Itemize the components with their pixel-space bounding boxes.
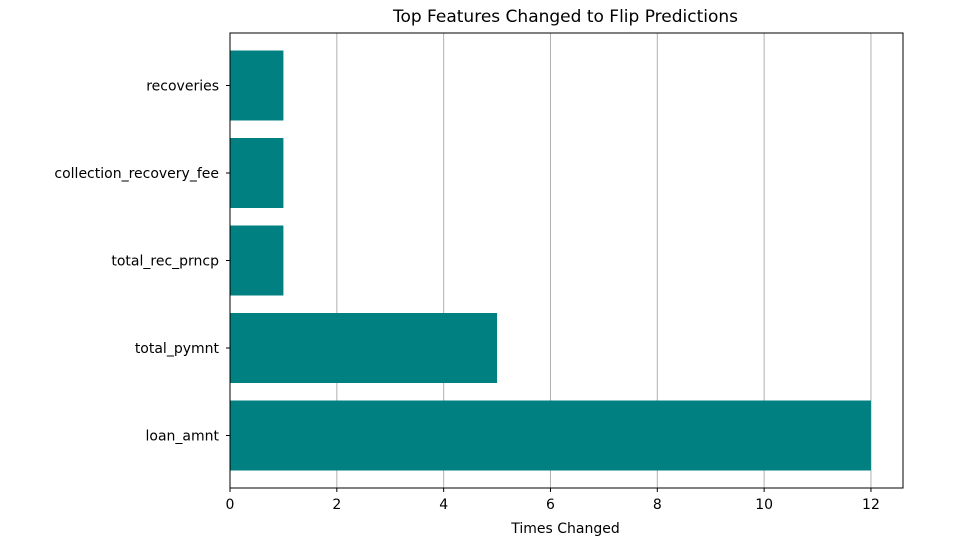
x-tick-label: 6	[546, 497, 555, 513]
chart-title: Top Features Changed to Flip Predictions	[392, 7, 738, 27]
bar-collection_recovery_fee	[230, 138, 284, 208]
bar-total_pymnt	[230, 313, 498, 383]
bars	[230, 50, 871, 471]
y-tick-label: collection_recovery_fee	[54, 166, 219, 182]
x-tick-label: 0	[226, 497, 235, 513]
x-tick-label: 4	[439, 497, 448, 513]
bar-total_rec_prncp	[230, 225, 284, 296]
x-tick-label: 12	[862, 497, 880, 513]
x-axis-ticks: 0 2 4 6 8 10 12	[226, 488, 880, 513]
x-tick-label: 10	[755, 497, 773, 513]
x-tick-label: 8	[653, 497, 662, 513]
y-tick-label: total_pymnt	[135, 341, 220, 357]
y-tick-label: loan_amnt	[146, 429, 220, 445]
grid-lines	[229, 33, 872, 488]
x-tick-label: 2	[332, 497, 341, 513]
bar-loan_amnt	[230, 400, 871, 471]
bar-recoveries	[230, 50, 284, 121]
y-tick-label: recoveries	[146, 79, 219, 95]
x-axis-label: Times Changed	[510, 521, 620, 537]
y-axis-ticks: loan_amnt total_pymnt total_rec_prncp colle…	[54, 79, 230, 445]
y-tick-label: total_rec_prncp	[111, 254, 219, 270]
